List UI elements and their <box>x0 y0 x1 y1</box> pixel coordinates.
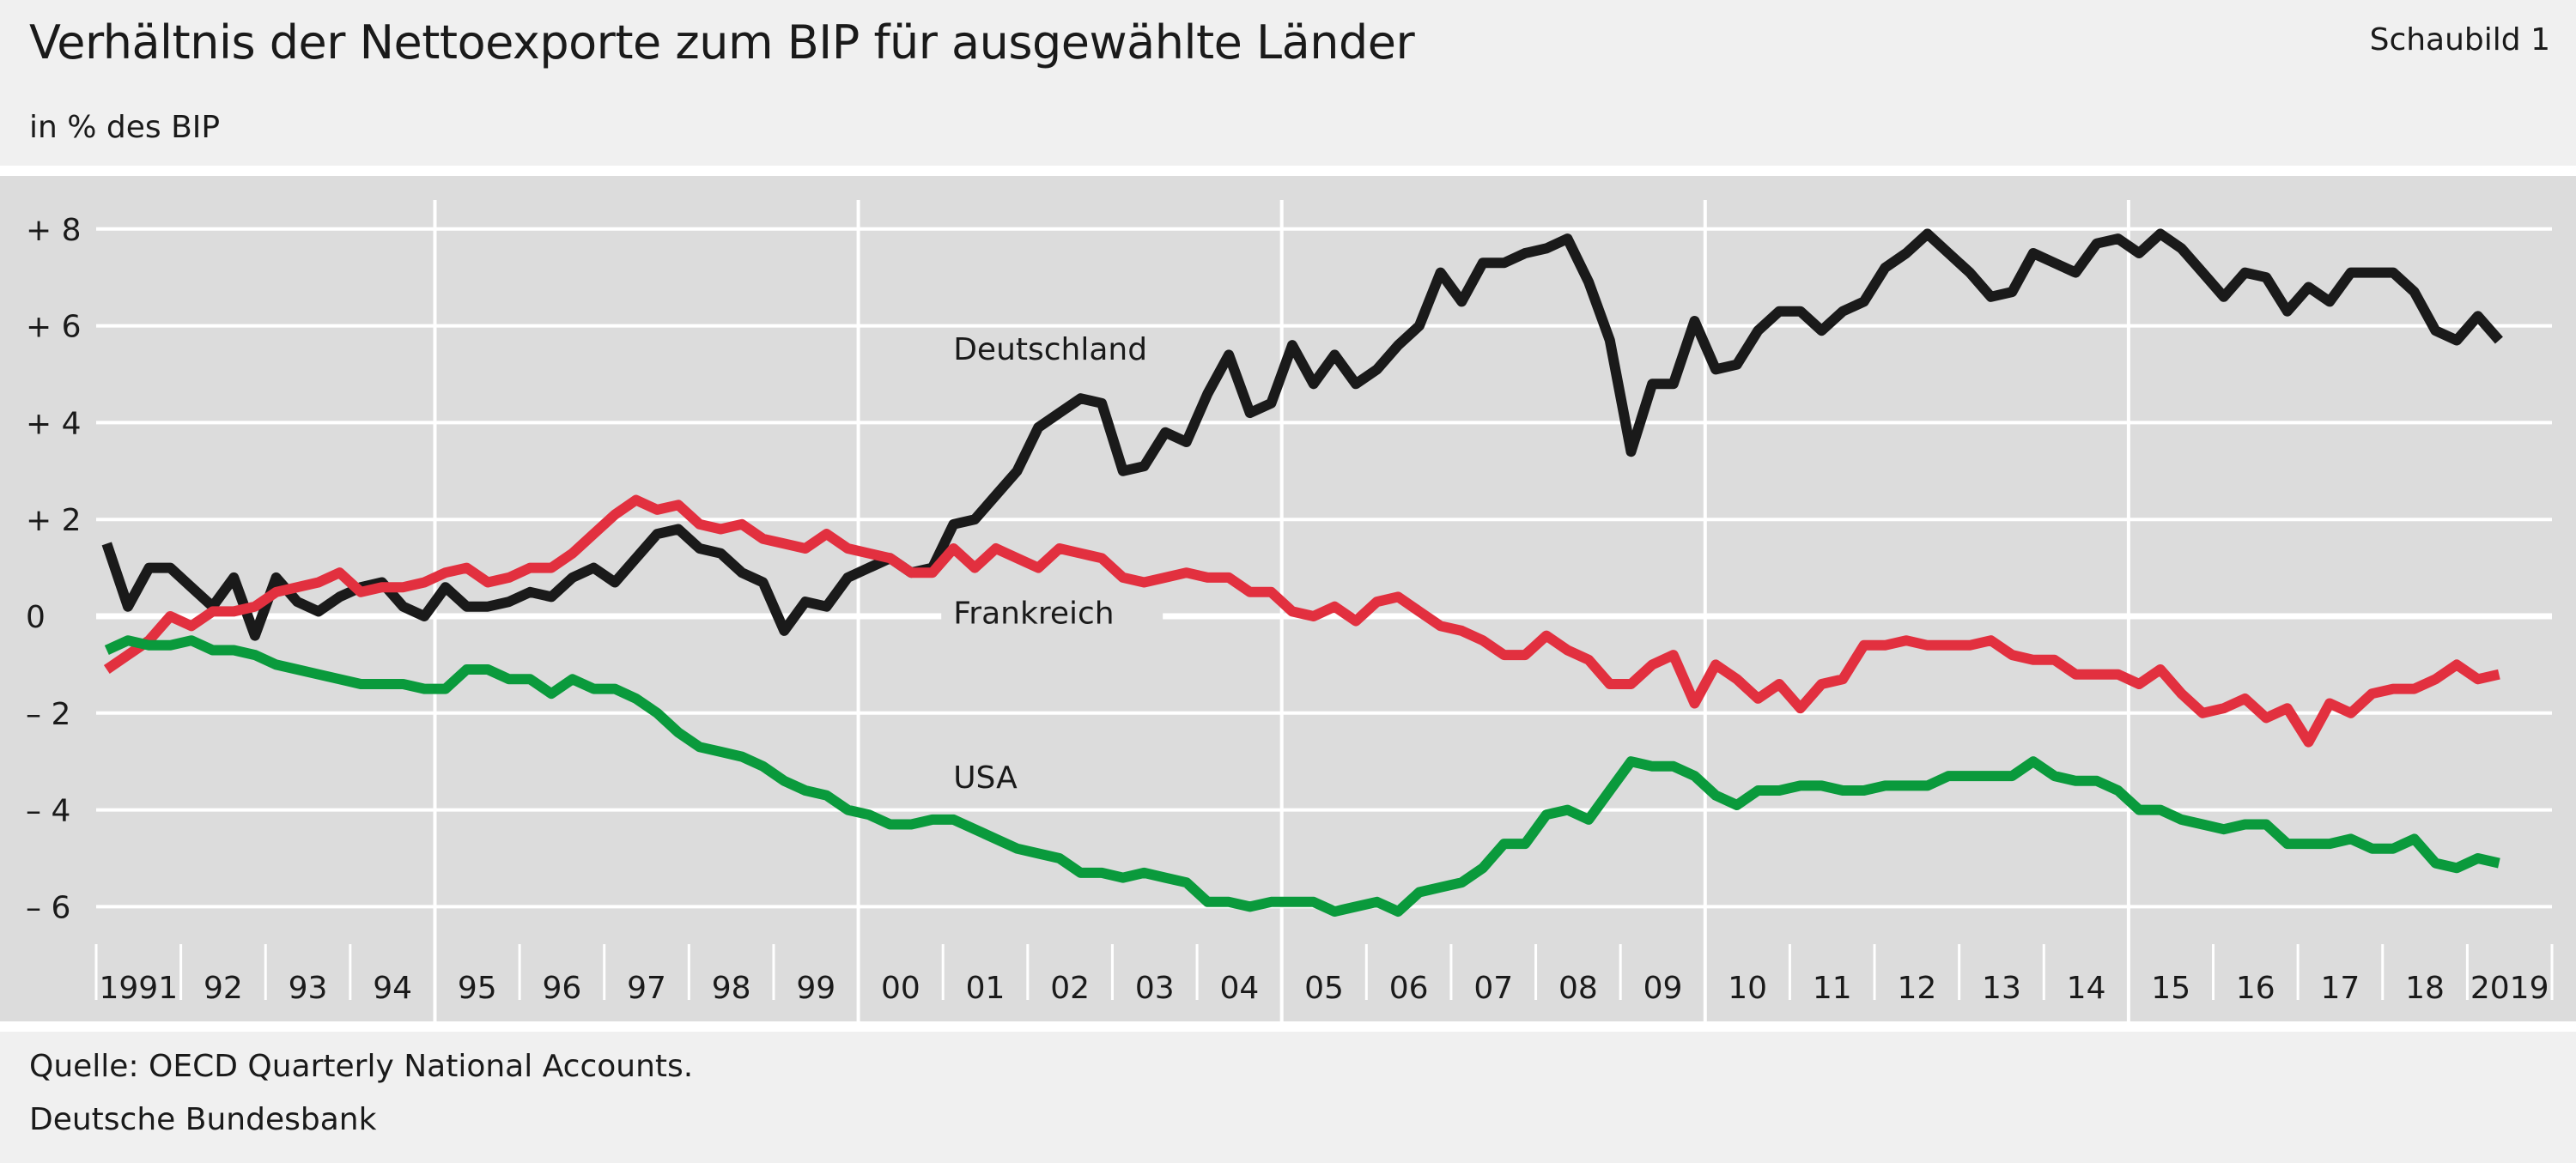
x-tick-label: 06 <box>1389 971 1429 1006</box>
x-tick-label: 93 <box>289 971 328 1006</box>
x-tick-label: 97 <box>627 971 666 1006</box>
x-tick-label: 04 <box>1219 971 1259 1006</box>
chart-subtitle: in % des BIP <box>29 110 221 145</box>
x-tick-label: 16 <box>2236 971 2275 1006</box>
series-label-deutschland: Deutschland <box>953 332 1147 367</box>
y-tick-label: 0 <box>26 600 46 635</box>
x-tick-label: 15 <box>2151 971 2190 1006</box>
x-tick-label: 95 <box>458 971 497 1006</box>
series-label-frankreich: Frankreich <box>953 596 1114 631</box>
x-tick-label: 12 <box>1897 971 1936 1006</box>
x-tick-label: 98 <box>712 971 751 1006</box>
series-label-usa: USA <box>953 760 1018 796</box>
figure-label: Schaubild 1 <box>2369 22 2550 58</box>
y-tick-label: + 2 <box>26 503 82 538</box>
x-tick-label: 1991 <box>99 971 178 1006</box>
x-tick-label: 05 <box>1304 971 1344 1006</box>
y-tick-label: – 6 <box>26 890 70 925</box>
top-divider <box>0 166 2576 176</box>
publisher-note: Deutsche Bundesbank <box>29 1102 377 1137</box>
x-tick-label: 96 <box>543 971 582 1006</box>
series-line-frankreich <box>103 494 2500 748</box>
x-tick-label: 94 <box>373 971 412 1006</box>
x-tick-label: 00 <box>881 971 920 1006</box>
x-tick-label: 92 <box>204 971 243 1006</box>
y-tick-label: – 2 <box>26 697 70 732</box>
x-tick-label: 09 <box>1643 971 1683 1006</box>
series-label-background <box>941 329 1183 371</box>
series-label-background <box>941 757 1025 799</box>
x-tick-label: 11 <box>1813 971 1852 1006</box>
y-tick-label: + 6 <box>26 310 82 345</box>
x-tick-label: 10 <box>1728 971 1767 1006</box>
plot-background <box>0 176 2576 1021</box>
series-label-background <box>941 592 1163 634</box>
series-line-usa <box>104 635 2500 917</box>
y-tick-label: + 8 <box>26 213 82 248</box>
x-tick-label: 99 <box>796 971 835 1006</box>
y-tick-label: + 4 <box>26 406 82 441</box>
x-tick-label: 18 <box>2405 971 2445 1006</box>
x-tick-label: 14 <box>2067 971 2106 1006</box>
x-tick-label: 08 <box>1558 971 1598 1006</box>
x-tick-label: 2019 <box>2470 971 2549 1006</box>
x-tick-label: 13 <box>1982 971 2021 1006</box>
bottom-divider <box>0 1021 2576 1032</box>
source-note: Quelle: OECD Quarterly National Accounts… <box>29 1049 694 1084</box>
chart-title: Verhältnis der Nettoexporte zum BIP für … <box>29 15 1415 70</box>
y-tick-label: – 4 <box>26 794 70 829</box>
x-tick-label: 03 <box>1135 971 1175 1006</box>
x-tick-label: 07 <box>1473 971 1513 1006</box>
x-tick-label: 02 <box>1050 971 1090 1006</box>
x-tick-label: 01 <box>966 971 1005 1006</box>
x-tick-label: 17 <box>2321 971 2360 1006</box>
series-line-deutschland <box>101 228 2503 641</box>
